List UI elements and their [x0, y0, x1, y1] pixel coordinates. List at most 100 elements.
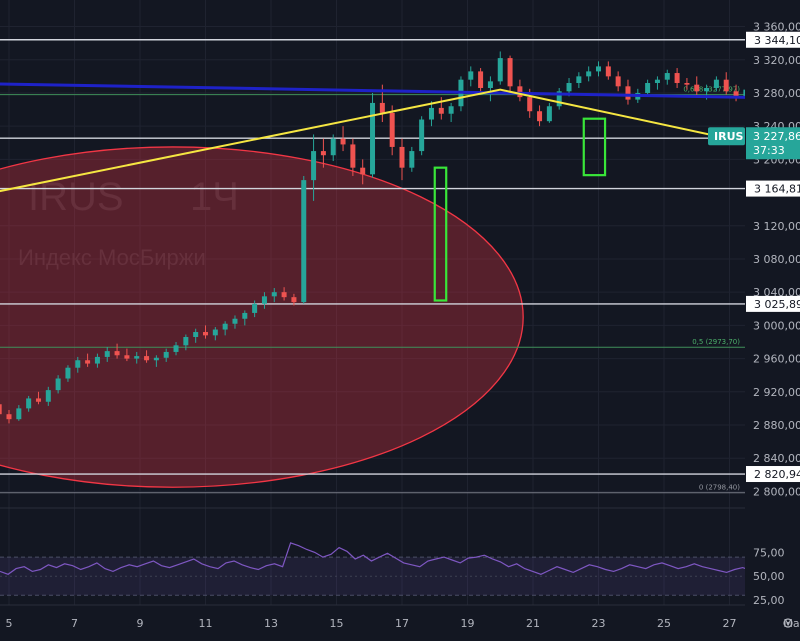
price-tick-label: 3 280,00: [753, 87, 800, 100]
level-tag-label: 3 344,10: [754, 34, 800, 47]
candle-body: [173, 345, 179, 352]
time-tick-label: 11: [199, 617, 213, 630]
candle-body: [478, 71, 484, 88]
candle-body: [625, 86, 631, 100]
candle-body: [193, 332, 199, 338]
candle-body: [615, 76, 621, 87]
price-tick-label: 2 840,00: [753, 452, 800, 465]
candle-body: [527, 97, 533, 112]
candle-body: [723, 79, 729, 92]
grid: [0, 0, 796, 605]
candle-body: [124, 355, 130, 359]
candle-body: [153, 357, 159, 361]
candle-body: [340, 138, 346, 145]
price-tick-label: 3 120,00: [753, 220, 800, 233]
ticker-tag[interactable]: [708, 127, 745, 146]
rsi-tick-label: 50,00: [753, 570, 785, 583]
candle-body: [26, 398, 32, 409]
yellow-trendline[interactable]: [0, 88, 800, 259]
price-axis: 3 360,003 320,003 280,003 240,003 200,00…: [708, 0, 800, 641]
level-tag-label: 3 025,89: [754, 298, 800, 311]
candle-body: [419, 119, 425, 152]
candle-body: [6, 414, 12, 420]
time-tick-label: 25: [657, 617, 671, 630]
time-tick-label: 17: [395, 617, 409, 630]
time-tick-label: 9: [137, 617, 144, 630]
green-box[interactable]: [433, 166, 448, 302]
candle-body: [566, 83, 572, 92]
candle-body: [16, 408, 22, 420]
candle-body: [252, 303, 258, 313]
time-tick-label: 7: [71, 617, 78, 630]
candle-body: [684, 83, 690, 85]
candle-body: [232, 318, 238, 324]
level-tag: [746, 180, 800, 197]
candle-body: [104, 351, 110, 357]
ellipse-shape[interactable]: [0, 146, 524, 488]
level-tag: [746, 466, 800, 483]
candle-body: [114, 351, 120, 356]
candle-body: [664, 73, 670, 80]
time-axis: 579111315171921232527Мар57: [0, 604, 800, 630]
candles: [0, 51, 798, 424]
price-tick-label: 2 800,00: [753, 485, 800, 498]
green-box[interactable]: [582, 117, 607, 177]
price-tick-label: 3 080,00: [753, 253, 800, 266]
price-axis-bg: [745, 0, 800, 641]
candle-body: [694, 84, 700, 92]
ellipse-drawing[interactable]: [0, 146, 524, 488]
candle-body: [55, 378, 61, 391]
fib-level-label: 0,618 (3277,97): [683, 86, 740, 94]
candle-body: [320, 151, 326, 156]
settings-icon[interactable]: [783, 618, 793, 628]
last-price-label: 3 227,86: [753, 130, 800, 143]
candle-body: [556, 91, 562, 107]
price-tick-label: 3 320,00: [753, 54, 800, 67]
fib-level-label: 0 (2798,40): [699, 484, 740, 492]
countdown-label: 37:33: [753, 144, 785, 157]
candle-body: [468, 71, 474, 80]
price-tick-label: 2 880,00: [753, 419, 800, 432]
candle-body: [409, 151, 415, 168]
candle-body: [163, 351, 169, 358]
candle-body: [448, 106, 454, 114]
candle-body: [389, 112, 395, 147]
candle-body: [605, 66, 611, 77]
time-tick-label: 15: [330, 617, 344, 630]
candle-body: [645, 83, 651, 93]
candle-body: [281, 292, 287, 298]
candle-body: [291, 297, 297, 303]
candle-body: [35, 398, 41, 402]
candle-body: [497, 58, 503, 82]
price-tick-label: 2 960,00: [753, 353, 800, 366]
time-tick-label: 5: [6, 617, 13, 630]
candle-body: [438, 107, 444, 114]
level-tag: [746, 295, 800, 312]
time-tick-label: 27: [723, 617, 737, 630]
time-tick-label: 21: [526, 617, 540, 630]
candle-body: [144, 356, 150, 361]
level-tag: [746, 31, 800, 48]
candle-body: [212, 329, 218, 336]
level-tag-label: 2 820,94: [754, 468, 800, 481]
watermark-interval: 1Ч: [190, 175, 239, 219]
candle-body: [203, 332, 208, 336]
candle-body: [370, 102, 376, 175]
candle-body: [596, 66, 601, 72]
candle-body: [0, 404, 2, 415]
candle-body: [733, 91, 739, 98]
candle-body: [507, 58, 513, 87]
candle-body: [713, 79, 719, 88]
time-tick-label: 19: [461, 617, 475, 630]
ticker-tag-label: IRUS: [714, 130, 743, 143]
candle-body: [45, 390, 51, 402]
candle-body: [183, 337, 189, 346]
candle-body: [546, 106, 552, 122]
price-tick-label: 3 360,00: [753, 21, 800, 34]
candle-body: [301, 180, 307, 303]
candle-body: [85, 360, 91, 364]
candle-body: [134, 356, 140, 359]
price-tick-label: 3 000,00: [753, 319, 800, 332]
